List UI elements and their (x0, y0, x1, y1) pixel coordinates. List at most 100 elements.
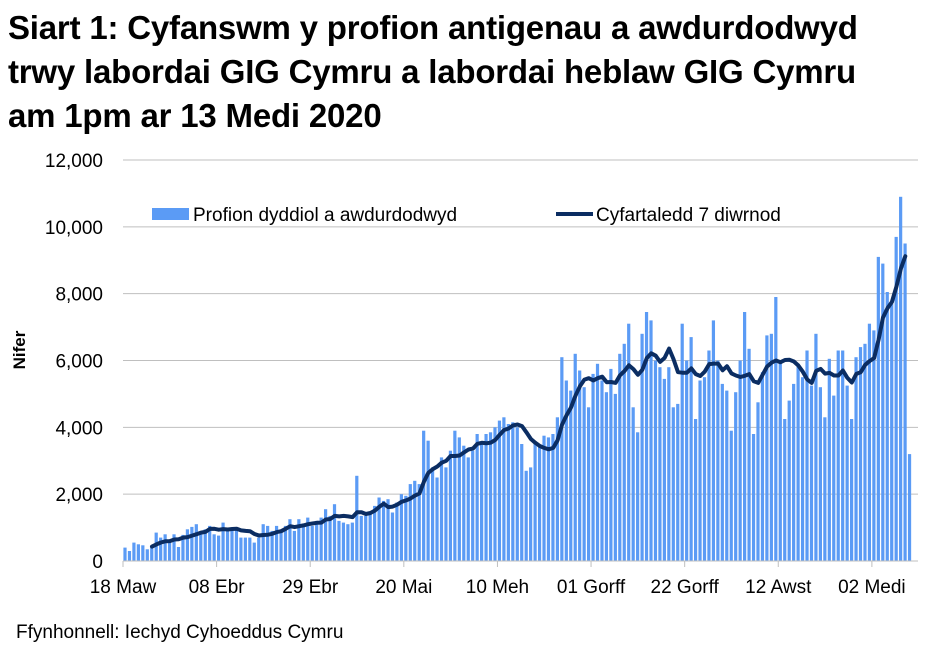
bar (399, 494, 403, 561)
bar (390, 512, 395, 561)
title-line-2: trwy labordai GIG Cymru a labordai hebla… (8, 53, 856, 90)
bar (453, 430, 457, 561)
x-tick-label: 01 Gorff (557, 577, 626, 598)
bar (849, 419, 854, 561)
bar (243, 537, 247, 561)
bar (533, 444, 537, 561)
bar (903, 243, 907, 561)
bar (836, 350, 840, 561)
y-tick-label: 2,000 (55, 485, 103, 506)
bar (720, 383, 724, 561)
bar (600, 380, 604, 561)
bar (279, 530, 283, 561)
bar (386, 499, 390, 561)
y-tick-label: 8,000 (55, 285, 103, 306)
bar (899, 196, 903, 562)
bar (426, 440, 430, 561)
bar (907, 454, 912, 561)
bar (439, 457, 444, 561)
bar (341, 522, 346, 561)
bar (560, 357, 564, 561)
bar (841, 350, 845, 561)
bar (890, 303, 894, 561)
bar (649, 320, 653, 561)
bar (208, 525, 212, 561)
bar (185, 529, 190, 561)
bar (332, 504, 337, 561)
y-tick-label: 4,000 (55, 418, 103, 439)
bar (444, 467, 448, 561)
bar (462, 445, 466, 561)
bar (858, 347, 863, 561)
bar (778, 360, 782, 561)
bar (738, 360, 742, 561)
legend-bar-swatch-icon (152, 208, 189, 220)
bar (631, 407, 635, 561)
bar (747, 348, 751, 561)
bar (127, 551, 132, 561)
bar (448, 450, 453, 561)
bar (805, 350, 809, 561)
bar (123, 547, 127, 561)
bar (618, 353, 622, 561)
bar (818, 387, 822, 561)
bar (725, 390, 729, 561)
bar (292, 530, 296, 561)
bar (350, 522, 354, 561)
bar (854, 357, 858, 561)
bar (693, 419, 698, 561)
x-tick-label: 12 Awst (745, 577, 812, 598)
bar (315, 520, 319, 561)
bar (493, 427, 497, 561)
bar (136, 544, 140, 561)
bar (274, 525, 279, 561)
bar (609, 368, 613, 561)
bar (769, 333, 773, 561)
bar (529, 467, 533, 561)
bar (203, 529, 207, 561)
bar (756, 402, 760, 561)
bar (774, 297, 778, 561)
bar (537, 445, 542, 561)
bar (323, 509, 328, 561)
bar (364, 515, 368, 561)
bar (792, 383, 796, 561)
bar (569, 390, 573, 561)
x-tick-label: 10 Meh (466, 577, 529, 598)
bar (787, 400, 791, 561)
legend: Profion dyddiol a awdurdodwyd Cyfartaled… (152, 205, 781, 226)
bar (876, 256, 880, 561)
y-tick-label: 10,000 (45, 218, 103, 239)
bar (823, 417, 827, 561)
bar (751, 434, 756, 561)
bar (644, 312, 649, 561)
x-tick-label: 18 Maw (90, 577, 157, 598)
bar (488, 432, 493, 561)
bar (680, 323, 684, 561)
bar (176, 547, 181, 561)
bar (413, 480, 417, 561)
bar (163, 534, 167, 561)
bar (702, 377, 707, 561)
bar (671, 407, 675, 561)
bar (234, 527, 239, 561)
bar (622, 343, 626, 561)
bar (765, 335, 769, 561)
bar (827, 358, 831, 561)
x-tick-label: 22 Gorff (651, 577, 720, 598)
bar (288, 519, 292, 561)
source-note: Ffynhonnell: Iechyd Cyhoeddus Cymru (16, 622, 344, 643)
bar (729, 430, 733, 561)
bar (395, 502, 399, 561)
y-axis-ticks: 0 2,000 4,000 6,000 8,000 10,000 12,000 (45, 151, 103, 573)
bar (301, 525, 305, 561)
x-tick-label: 20 Mai (375, 577, 432, 598)
chart-title: Siart 1: Cyfanswm y profion antigenau a … (8, 6, 948, 138)
bar (591, 373, 595, 561)
bar (582, 387, 586, 561)
bar (283, 525, 288, 561)
x-tick-label: 29 Ebr (282, 577, 339, 598)
title-line-1: Siart 1: Cyfanswm y profion antigenau a … (8, 9, 858, 46)
bar (573, 353, 577, 561)
bar (159, 537, 163, 561)
